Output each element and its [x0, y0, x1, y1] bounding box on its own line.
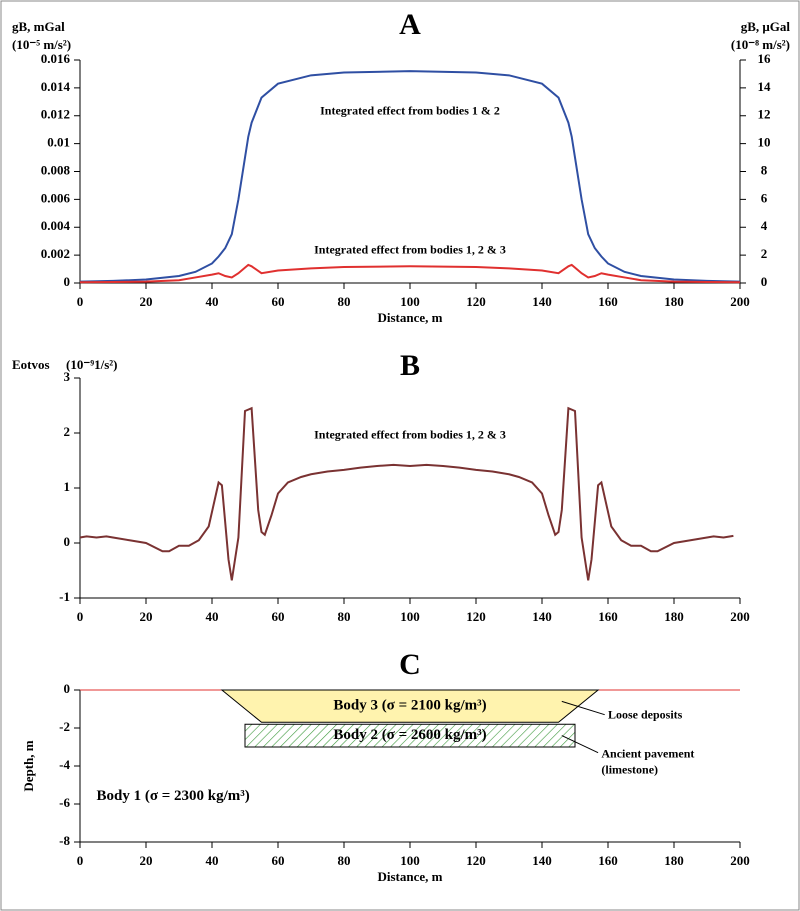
x-tick-label: 140	[532, 609, 552, 624]
x-tick-label: 120	[466, 853, 486, 868]
y-tick-label: 2	[64, 424, 71, 439]
x-tick-label: 200	[730, 609, 750, 624]
y-tick-label: -6	[59, 795, 70, 810]
x-tick-label: 40	[206, 294, 219, 309]
annotation: Body 1 (σ = 2300 kg/m³)	[97, 788, 250, 804]
y-tick-label: -4	[59, 757, 70, 772]
annotation: (limestone)	[601, 763, 658, 777]
x-tick-label: 0	[77, 853, 84, 868]
y2-tick-label: 2	[761, 246, 768, 261]
y2-axis-unit: (10⁻⁸ m/s²)	[731, 37, 790, 52]
leader	[561, 735, 599, 754]
y-axis-label: gB, mGal	[12, 19, 65, 34]
body	[220, 689, 600, 723]
y-tick-label: 0.012	[41, 107, 70, 122]
panel-title: B	[400, 349, 420, 382]
y-tick-label: -8	[59, 833, 70, 848]
x-tick-label: 140	[532, 853, 552, 868]
series-line	[79, 263, 741, 284]
x-tick-label: 80	[338, 294, 351, 309]
x-tick-label: 80	[338, 609, 351, 624]
y2-tick-label: 12	[758, 107, 771, 122]
y-tick-label: 0	[64, 274, 71, 289]
panel-title: A	[399, 8, 421, 41]
x-tick-label: 180	[664, 853, 684, 868]
y-tick-label: 1	[64, 479, 71, 494]
y2-tick-label: 10	[758, 135, 771, 150]
y-tick-label: -2	[59, 719, 70, 734]
x-tick-label: 100	[400, 853, 420, 868]
y-tick-label: 0.016	[41, 51, 71, 66]
x-tick-label: 60	[272, 609, 285, 624]
y-tick-label: 0.006	[41, 190, 71, 205]
x-tick-label: 180	[664, 294, 684, 309]
x-tick-label: 200	[730, 294, 750, 309]
series-line	[79, 70, 741, 283]
x-tick-label: 180	[664, 609, 684, 624]
x-tick-label: 200	[730, 853, 750, 868]
x-tick-label: 120	[466, 609, 486, 624]
x-tick-label: 40	[206, 609, 219, 624]
annotation: Loose deposits	[608, 707, 683, 721]
x-tick-label: 160	[598, 853, 618, 868]
x-tick-label: 140	[532, 294, 552, 309]
y-tick-label: 0	[64, 534, 71, 549]
annotation: Integrated effect from bodies 1 & 2	[320, 103, 500, 117]
x-tick-label: 160	[598, 609, 618, 624]
y-tick-label: 0.002	[41, 246, 70, 261]
y2-axis-label: gB, μGal	[741, 19, 791, 34]
x-tick-label: 160	[598, 294, 618, 309]
y-tick-label: -1	[59, 589, 70, 604]
y2-tick-label: 8	[761, 162, 768, 177]
y-tick-label: 3	[64, 369, 71, 384]
body-label: Body 2 (σ = 2600 kg/m³)	[333, 727, 486, 743]
y-axis-label: Depth, m	[21, 740, 36, 791]
y-axis-unit: (10⁻⁵ m/s²)	[12, 37, 71, 52]
annotation: Integrated effect from bodies 1, 2 & 3	[314, 243, 506, 257]
y2-tick-label: 0	[761, 274, 768, 289]
y-tick-label: 0.01	[47, 135, 70, 150]
y2-tick-label: 16	[758, 51, 772, 66]
series-line	[79, 406, 734, 581]
x-tick-label: 80	[338, 853, 351, 868]
y2-tick-label: 4	[761, 218, 768, 233]
y-axis-unit: (10⁻⁹1/s²)	[66, 357, 118, 372]
y-tick-label: 0.008	[41, 162, 71, 177]
x-tick-label: 20	[140, 853, 153, 868]
y-tick-label: 0	[64, 681, 71, 696]
y2-tick-label: 6	[761, 190, 768, 205]
y2-tick-label: 14	[758, 79, 772, 94]
leader	[561, 700, 605, 716]
x-tick-label: 20	[140, 609, 153, 624]
x-tick-label: 60	[272, 294, 285, 309]
x-tick-label: 0	[77, 609, 84, 624]
panel-title: C	[399, 648, 421, 681]
body	[244, 723, 576, 748]
y-axis-label: Eotvos	[12, 357, 50, 372]
y-tick-label: 0.004	[41, 218, 71, 233]
x-tick-label: 20	[140, 294, 153, 309]
x-tick-label: 100	[400, 609, 420, 624]
x-tick-label: 120	[466, 294, 486, 309]
x-tick-label: 60	[272, 853, 285, 868]
body-label: Body 3 (σ = 2100 kg/m³)	[333, 698, 486, 714]
x-tick-label: 0	[77, 294, 84, 309]
annotation: Integrated effect from bodies 1, 2 & 3	[314, 428, 506, 442]
x-tick-label: 100	[400, 294, 420, 309]
y-tick-label: 0.014	[41, 79, 71, 94]
x-axis-label: Distance, m	[378, 869, 443, 884]
x-axis-label: Distance, m	[378, 310, 443, 325]
x-tick-label: 40	[206, 853, 219, 868]
annotation: Ancient pavement	[601, 746, 694, 760]
